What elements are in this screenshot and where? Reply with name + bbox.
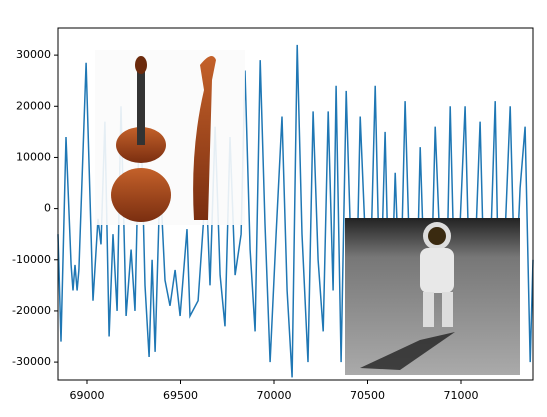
axes-frame bbox=[57, 27, 534, 381]
y-tick-label: 20000 bbox=[16, 99, 51, 112]
y-tick-label: 30000 bbox=[16, 48, 51, 61]
x-tick-label: 69500 bbox=[163, 389, 198, 402]
x-tick-label: 70000 bbox=[256, 389, 291, 402]
y-tick-label: 0 bbox=[44, 202, 51, 215]
x-tick-label: 71000 bbox=[444, 389, 479, 402]
x-tick-label: 70500 bbox=[350, 389, 385, 402]
y-tick-label: 10000 bbox=[16, 150, 51, 163]
violin-image bbox=[95, 50, 245, 225]
y-tick-label: -20000 bbox=[12, 304, 51, 317]
astronaut-image bbox=[345, 218, 520, 375]
y-tick-label: -10000 bbox=[12, 253, 51, 266]
x-tick-label: 69000 bbox=[69, 389, 104, 402]
y-tick-label: -30000 bbox=[12, 355, 51, 368]
